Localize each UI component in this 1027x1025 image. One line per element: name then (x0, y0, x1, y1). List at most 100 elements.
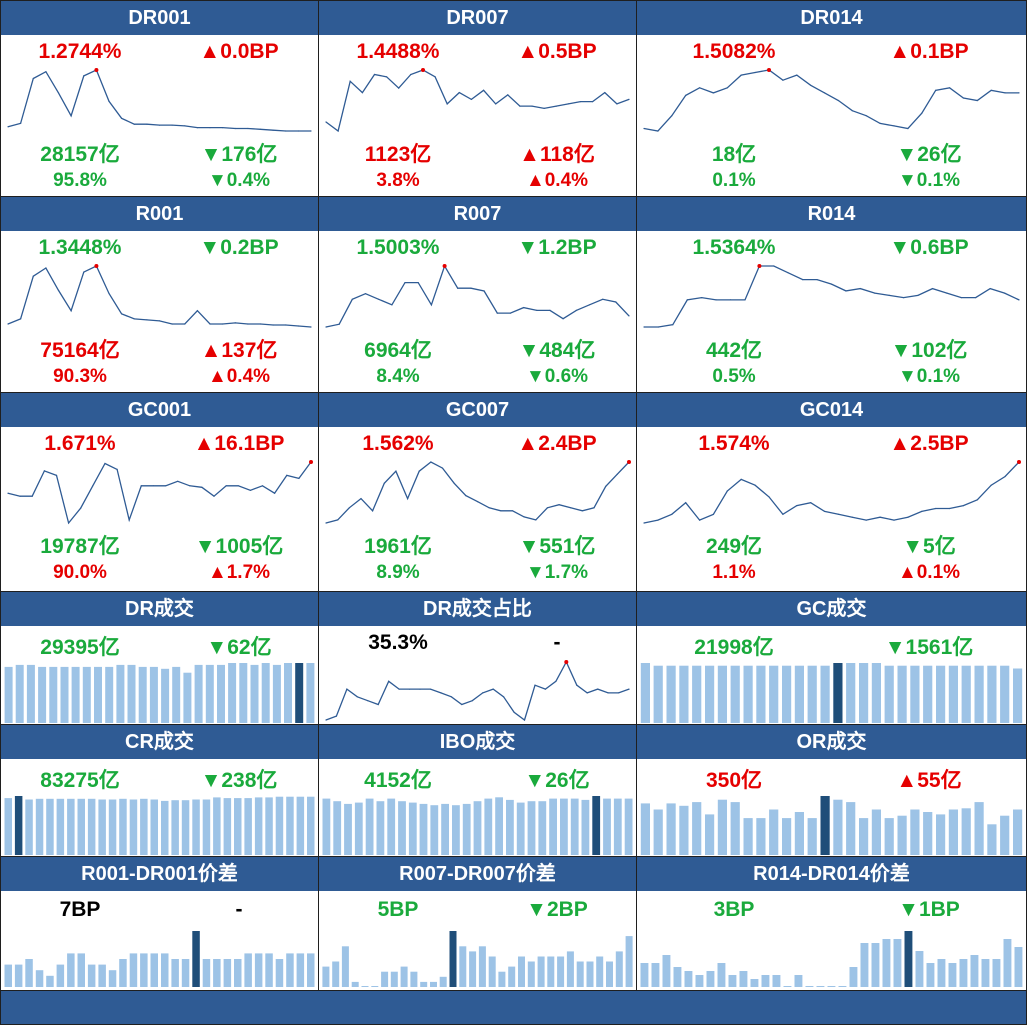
bar (150, 953, 158, 987)
bar (794, 665, 804, 723)
panel-title: DR成交 (1, 592, 318, 626)
bar-latest (833, 663, 843, 723)
bar (794, 975, 803, 987)
bar (871, 809, 881, 855)
data-point (837, 99, 839, 102)
share-value: 95.8% (53, 170, 107, 191)
volume-panel-2: GC成交 21998亿 ▼1561亿 (637, 592, 1026, 724)
rate-change: ▲2.5BP (889, 432, 969, 455)
data-point (685, 94, 687, 96)
bar (129, 799, 138, 855)
bar (140, 953, 148, 987)
bar (560, 798, 568, 855)
data-point (492, 688, 494, 690)
data-point (488, 507, 490, 509)
data-point (20, 318, 22, 320)
volume-change: ▼176亿 (200, 143, 278, 166)
bar (149, 666, 158, 723)
rate-value: 1.5364% (692, 236, 776, 259)
data-point (712, 92, 714, 94)
bar (495, 797, 503, 855)
peak-point (767, 68, 771, 72)
data-point (409, 688, 411, 690)
grid-line (0, 196, 1027, 197)
share-change: ▼0.4% (207, 170, 271, 191)
data-point (536, 309, 538, 311)
spread-change: - (235, 898, 243, 921)
bar (783, 986, 792, 987)
data-point (1004, 92, 1006, 94)
bar (959, 959, 968, 987)
data-point (446, 103, 448, 105)
volume-change: ▼551亿 (518, 535, 596, 558)
bar (859, 818, 869, 855)
bar (871, 943, 880, 987)
data-point (579, 101, 582, 103)
bar (743, 665, 753, 723)
data-point (726, 87, 728, 89)
grid-line (0, 0, 1, 1025)
volume-value: 249亿 (705, 535, 763, 558)
data-point (349, 80, 351, 82)
data-point (874, 292, 876, 294)
bar (871, 663, 881, 723)
rate-change: ▼0.2BP (199, 236, 279, 259)
bar (506, 799, 514, 855)
data-point (946, 292, 948, 294)
bar (286, 953, 294, 987)
bar (859, 663, 869, 723)
series-line (644, 265, 1020, 328)
volume-change: ▼1561亿 (884, 636, 974, 659)
share-change: ▼0.1% (897, 170, 961, 191)
bar (478, 946, 486, 987)
data-point (962, 505, 964, 507)
volume-change: ▼1005亿 (194, 535, 284, 558)
data-point (865, 519, 867, 521)
bar (782, 818, 792, 855)
data-point (962, 97, 964, 99)
data-point (57, 289, 60, 291)
bar (284, 663, 292, 723)
rate-value: 1.5003% (356, 236, 440, 259)
rate-value: 1.4488% (356, 40, 440, 63)
bar (974, 802, 984, 855)
bar (772, 975, 781, 987)
bar (333, 801, 342, 855)
bar (673, 967, 682, 987)
data-point (960, 297, 962, 299)
data-point (586, 692, 588, 694)
bar (684, 971, 693, 987)
bar (4, 666, 13, 723)
bar (161, 953, 169, 987)
bar (116, 664, 125, 723)
bar (717, 665, 727, 723)
bar (430, 805, 439, 855)
rate-sparkline (325, 68, 630, 133)
bar (419, 803, 428, 855)
bar (948, 665, 958, 723)
bar (67, 953, 75, 987)
bar (936, 665, 946, 723)
data-point (513, 711, 515, 713)
bar (910, 665, 920, 723)
bar (194, 664, 203, 723)
data-point (990, 89, 992, 91)
bar (923, 665, 933, 723)
data-point (824, 510, 826, 512)
volume-value: 28157亿 (40, 143, 120, 166)
data-point (672, 324, 674, 326)
data-point (325, 121, 327, 123)
panel-title: OR成交 (637, 725, 1026, 759)
data-point (810, 84, 812, 86)
data-point (388, 680, 390, 682)
bar (846, 802, 856, 855)
volume-change: - (553, 631, 561, 654)
bar (625, 936, 633, 987)
data-point (325, 522, 327, 524)
volume-change: ▼26亿 (896, 143, 962, 166)
rate-value: 1.3448% (38, 236, 122, 259)
data-point (628, 688, 630, 690)
data-point (68, 522, 70, 524)
spread-bar-chart (322, 931, 633, 987)
grid-line (636, 0, 637, 1025)
